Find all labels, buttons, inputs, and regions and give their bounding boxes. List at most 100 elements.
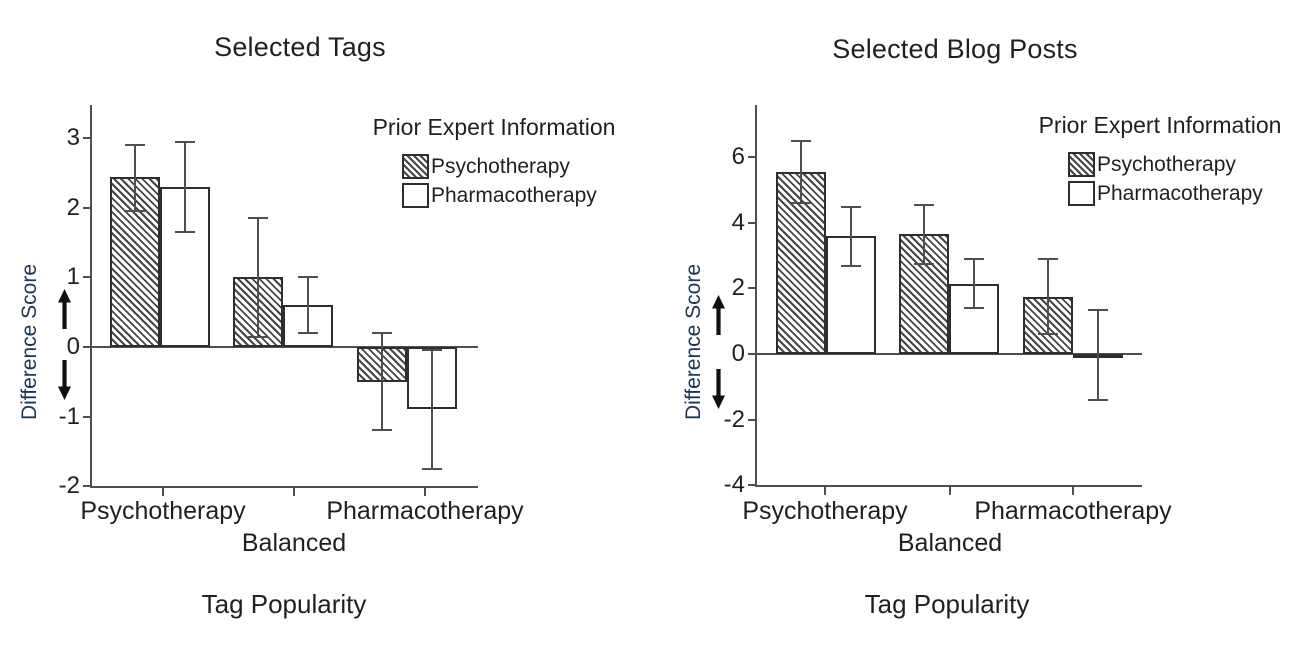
error-bar-cap-top <box>175 140 195 143</box>
error-bar-cap-top <box>372 332 392 334</box>
error-bar-line <box>431 350 433 469</box>
right-chart-title: Selected Blog Posts <box>832 34 1078 64</box>
error-bar-cap-bottom <box>841 264 861 267</box>
pharmacotherapy-white-swatch-icon <box>402 183 429 208</box>
right-x-axis-label: Tag Popularity <box>864 589 1030 619</box>
x-tick <box>424 488 426 496</box>
y-tick-label: -2 <box>723 405 745 433</box>
left-y-axis-label: Difference Score <box>18 263 41 421</box>
error-bar-cap-top <box>125 144 145 147</box>
left-chart-title: Selected Tags <box>214 32 386 62</box>
y-axis-line <box>755 105 757 487</box>
y-tick <box>748 221 755 224</box>
zero-line <box>92 345 478 348</box>
psychotherapy-hatched-swatch-icon <box>1068 152 1095 177</box>
y-tick-label: 4 <box>731 208 745 236</box>
error-bar-cap-bottom <box>422 467 442 470</box>
y-tick <box>83 415 90 418</box>
zero-line <box>757 353 1142 355</box>
x-tick <box>824 487 826 495</box>
error-bar-cap-bottom <box>248 335 268 338</box>
error-bar-cap-top <box>1088 308 1108 311</box>
error-bar-line <box>1097 309 1099 400</box>
y-tick-label: -4 <box>723 471 745 498</box>
error-bar-cap-top <box>422 349 442 352</box>
y-tick <box>83 137 90 140</box>
x-category-label: Balanced <box>241 529 347 557</box>
error-bar-cap-top <box>964 258 984 260</box>
y-tick-label: 2 <box>731 274 745 302</box>
error-bar-cap-bottom <box>964 307 984 310</box>
error-bar-line <box>307 277 309 333</box>
x-category-label: Psychotherapy <box>80 497 246 525</box>
up-arrow-icon <box>712 295 725 335</box>
right-y-axis-label: Difference Score <box>682 263 705 421</box>
bar-psychotherapy <box>110 176 160 347</box>
left-legend: Prior Expert Information Psychotherapy P… <box>364 114 624 210</box>
error-bar-cap-bottom <box>1088 398 1108 401</box>
error-bar-cap-bottom <box>372 429 392 432</box>
x-axis-line <box>90 486 478 488</box>
legend-label: Psychotherapy <box>1097 152 1236 176</box>
y-tick <box>748 418 755 421</box>
error-bar-line <box>850 206 852 266</box>
x-tick <box>1072 487 1074 495</box>
error-bar-line <box>923 204 925 264</box>
error-bar-cap-top <box>1038 258 1058 260</box>
error-bar-cap-top <box>791 140 811 142</box>
y-axis-line <box>90 105 92 488</box>
y-tick <box>748 287 755 290</box>
error-bar-line <box>134 145 136 212</box>
y-tick-label: -1 <box>58 402 80 430</box>
x-category-label: Psychotherapy <box>742 497 908 525</box>
error-bar-cap-top <box>248 217 268 220</box>
legend-row-psychotherapy: Psychotherapy <box>1068 150 1290 179</box>
y-tick-label: 1 <box>66 263 80 291</box>
error-bar-cap-bottom <box>1038 333 1058 336</box>
legend-row-pharmacotherapy: Pharmacotherapy <box>1068 179 1290 208</box>
y-tick-label: 0 <box>66 332 80 360</box>
x-tick <box>162 488 164 496</box>
x-category-label: Pharmacotherapy <box>974 497 1172 525</box>
y-tick <box>83 206 90 209</box>
pharmacotherapy-white-swatch-icon <box>1068 181 1095 206</box>
error-bar-line <box>973 259 975 309</box>
down-arrow-icon <box>58 360 71 400</box>
y-tick <box>83 485 90 487</box>
y-tick <box>748 156 755 159</box>
down-arrow-icon <box>712 369 725 409</box>
error-bar-line <box>800 141 802 204</box>
x-category-label: Pharmacotherapy <box>326 497 524 525</box>
error-bar-cap-top <box>914 203 934 206</box>
y-tick-label: 0 <box>731 340 745 367</box>
error-bar-line <box>184 141 186 233</box>
error-bar-line <box>1047 259 1049 335</box>
legend-label: Pharmacotherapy <box>431 183 597 207</box>
error-bar-cap-bottom <box>298 332 318 334</box>
error-bar-cap-top <box>841 205 861 208</box>
right-legend: Prior Expert Information Psychotherapy P… <box>1030 112 1290 208</box>
legend-title: Prior Expert Information <box>372 114 616 140</box>
y-tick-label: 3 <box>66 124 80 152</box>
left-x-axis-label: Tag Popularity <box>201 589 367 619</box>
x-axis-line <box>755 485 1142 487</box>
y-tick <box>748 484 755 486</box>
y-tick-label: 6 <box>731 143 745 171</box>
y-tick <box>83 345 90 348</box>
psychotherapy-hatched-swatch-icon <box>402 154 429 179</box>
legend-row-psychotherapy: Psychotherapy <box>402 152 624 181</box>
y-tick <box>83 276 90 279</box>
x-tick <box>293 488 295 496</box>
up-arrow-icon <box>58 289 71 329</box>
error-bar-line <box>257 218 259 337</box>
legend-label: Pharmacotherapy <box>1097 181 1263 205</box>
error-bar-cap-top <box>298 276 318 279</box>
legend-label: Psychotherapy <box>431 154 570 178</box>
error-bar-line <box>381 333 383 431</box>
error-bar-cap-bottom <box>125 210 145 213</box>
x-tick <box>949 487 951 495</box>
y-tick-label: -2 <box>58 472 80 499</box>
y-tick <box>748 353 755 355</box>
x-category-label: Balanced <box>897 529 1003 557</box>
